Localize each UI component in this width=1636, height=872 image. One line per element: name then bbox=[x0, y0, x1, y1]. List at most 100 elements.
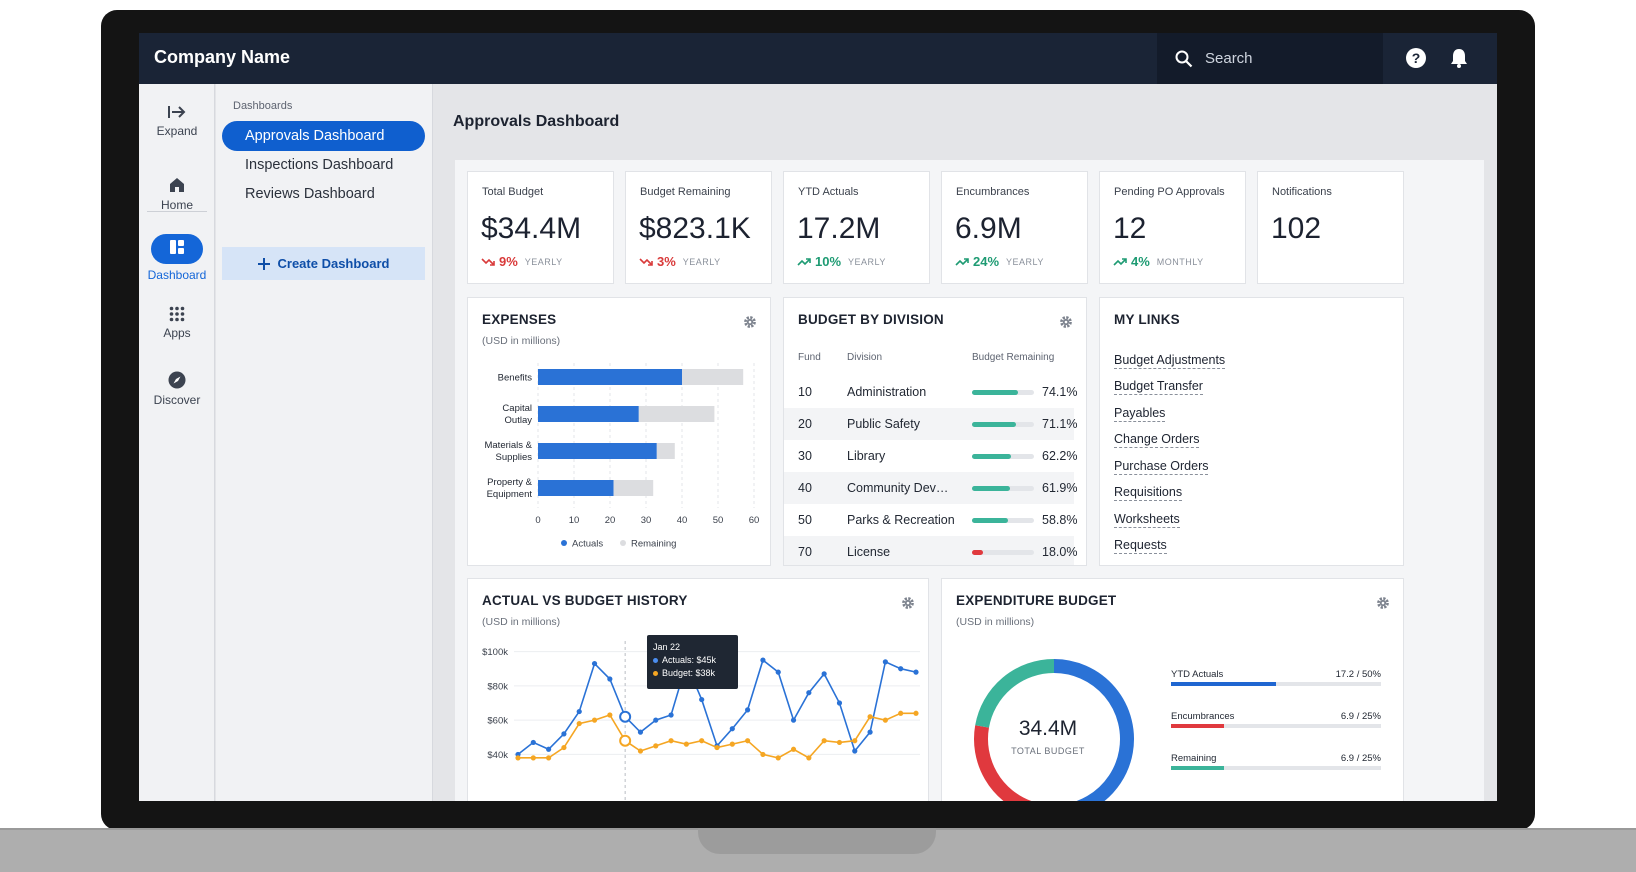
data-point[interactable] bbox=[836, 700, 843, 706]
highlight-point[interactable] bbox=[619, 734, 632, 747]
bar-actuals[interactable] bbox=[538, 480, 614, 496]
data-point[interactable] bbox=[821, 671, 827, 677]
create-dashboard-button[interactable]: Create Dashboard bbox=[222, 247, 425, 280]
data-point[interactable] bbox=[760, 751, 766, 758]
link-worksheets[interactable]: Worksheets bbox=[1114, 512, 1180, 528]
data-point[interactable] bbox=[836, 739, 843, 746]
kpi-card-ytd-actuals[interactable]: YTD Actuals 17.2M 10% YEARLY bbox=[783, 171, 930, 284]
link-requisitions[interactable]: Requisitions bbox=[1114, 485, 1183, 501]
rail-expand[interactable]: Expand bbox=[139, 104, 215, 138]
division-row[interactable]: 70 License 18.0% bbox=[784, 536, 1077, 565]
kpi-card-total-budget[interactable]: Total Budget $34.4M 9% YEARLY bbox=[467, 171, 614, 284]
rail-home[interactable]: Home bbox=[139, 176, 215, 212]
data-point[interactable] bbox=[668, 712, 674, 718]
data-point[interactable] bbox=[546, 746, 552, 752]
data-point[interactable] bbox=[607, 712, 613, 718]
data-point[interactable] bbox=[760, 657, 766, 663]
data-point[interactable] bbox=[775, 669, 781, 675]
gear-icon[interactable] bbox=[743, 315, 757, 329]
nav-item-inspections[interactable]: Inspections Dashboard bbox=[245, 157, 394, 173]
gear-icon[interactable] bbox=[901, 596, 915, 610]
data-point[interactable] bbox=[530, 755, 536, 761]
kpi-card-encumbrances[interactable]: Encumbrances 6.9M 24% YEARLY bbox=[941, 171, 1088, 284]
data-point[interactable] bbox=[775, 755, 781, 761]
data-point[interactable] bbox=[591, 660, 598, 667]
help-icon[interactable]: ? bbox=[1405, 47, 1427, 69]
data-point[interactable] bbox=[530, 739, 536, 746]
highlight-point[interactable] bbox=[619, 710, 632, 723]
data-point[interactable] bbox=[699, 696, 705, 703]
data-point[interactable] bbox=[576, 708, 582, 715]
data-point[interactable] bbox=[790, 746, 797, 752]
data-point[interactable] bbox=[806, 690, 812, 696]
link-payables[interactable]: Payables bbox=[1114, 406, 1166, 422]
rail-discover[interactable]: Discover bbox=[139, 371, 215, 407]
link-budget-adjustments[interactable]: Budget Adjustments bbox=[1114, 353, 1226, 369]
data-point[interactable] bbox=[852, 738, 858, 744]
bell-icon[interactable] bbox=[1448, 47, 1470, 69]
link-requests[interactable]: Requests bbox=[1114, 538, 1167, 554]
data-point[interactable] bbox=[561, 731, 567, 737]
donut-slice-encumbrances[interactable] bbox=[974, 725, 1032, 801]
data-point[interactable] bbox=[637, 729, 644, 735]
data-point[interactable] bbox=[898, 710, 904, 716]
data-point[interactable] bbox=[729, 726, 735, 732]
bar-remaining[interactable] bbox=[638, 406, 715, 422]
data-point[interactable] bbox=[653, 717, 659, 723]
data-point[interactable] bbox=[653, 743, 659, 749]
data-point[interactable] bbox=[821, 738, 827, 744]
data-point[interactable] bbox=[591, 717, 598, 723]
data-point[interactable] bbox=[576, 720, 582, 727]
rail-dashboard[interactable]: Dashboard bbox=[139, 234, 215, 282]
data-point[interactable] bbox=[898, 666, 904, 672]
bar-actuals[interactable] bbox=[538, 443, 657, 459]
gear-icon[interactable] bbox=[1059, 315, 1073, 329]
bar-remaining[interactable] bbox=[656, 443, 675, 459]
data-point[interactable] bbox=[607, 676, 613, 682]
data-point[interactable] bbox=[699, 738, 705, 744]
donut-slice-remaining[interactable] bbox=[975, 659, 1055, 728]
search-bar[interactable]: Search bbox=[1157, 33, 1383, 84]
data-point[interactable] bbox=[867, 714, 873, 720]
data-point[interactable] bbox=[913, 669, 919, 675]
data-point[interactable] bbox=[637, 748, 644, 754]
link-purchase-orders[interactable]: Purchase Orders bbox=[1114, 459, 1209, 475]
data-point[interactable] bbox=[714, 744, 720, 751]
link-budget-transfer[interactable]: Budget Transfer bbox=[1114, 379, 1203, 395]
bar-remaining[interactable] bbox=[613, 480, 654, 496]
data-point[interactable] bbox=[668, 738, 674, 744]
data-point[interactable] bbox=[867, 729, 873, 735]
data-point[interactable] bbox=[546, 755, 552, 761]
data-point[interactable] bbox=[790, 717, 797, 723]
data-point[interactable] bbox=[683, 741, 689, 747]
bar-actuals[interactable] bbox=[538, 369, 682, 385]
nav-item-approvals[interactable]: Approvals Dashboard bbox=[222, 121, 425, 151]
data-point[interactable] bbox=[745, 707, 751, 713]
data-point[interactable] bbox=[913, 710, 919, 716]
gear-icon[interactable] bbox=[1376, 596, 1390, 610]
home-icon bbox=[170, 178, 184, 192]
data-point[interactable] bbox=[729, 741, 735, 747]
data-point[interactable] bbox=[515, 755, 521, 761]
data-point[interactable] bbox=[852, 748, 858, 754]
kpi-card-budget-remaining[interactable]: Budget Remaining $823.1K 3% YEARLY bbox=[625, 171, 772, 284]
division-row[interactable]: 10 Administration 74.1% bbox=[784, 376, 1077, 408]
division-row[interactable]: 30 Library 62.2% bbox=[784, 440, 1077, 472]
division-row[interactable]: 40 Community Dev… 61.9% bbox=[784, 472, 1077, 504]
search-placeholder[interactable]: Search bbox=[1205, 50, 1253, 67]
kpi-card-pending-po[interactable]: Pending PO Approvals 12 4% MONTHLY bbox=[1099, 171, 1246, 284]
data-point[interactable] bbox=[806, 755, 812, 761]
data-point[interactable] bbox=[561, 744, 567, 751]
kpi-card-notifications[interactable]: Notifications 102 bbox=[1257, 171, 1404, 284]
bar-actuals[interactable] bbox=[538, 406, 639, 422]
donut-slice-ytd-actuals[interactable] bbox=[1029, 659, 1134, 801]
division-row[interactable]: 50 Parks & Recreation 58.8% bbox=[784, 504, 1077, 536]
rail-apps[interactable]: Apps bbox=[139, 306, 215, 340]
link-change-orders[interactable]: Change Orders bbox=[1114, 432, 1200, 448]
division-row[interactable]: 20 Public Safety 71.1% bbox=[784, 408, 1077, 440]
nav-item-reviews[interactable]: Reviews Dashboard bbox=[245, 186, 375, 202]
bar-remaining[interactable] bbox=[682, 369, 744, 385]
data-point[interactable] bbox=[882, 659, 888, 665]
data-point[interactable] bbox=[745, 738, 751, 744]
data-point[interactable] bbox=[882, 717, 888, 723]
